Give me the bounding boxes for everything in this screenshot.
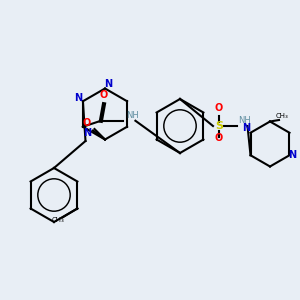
Text: CH₃: CH₃: [52, 217, 64, 223]
Text: CH₃: CH₃: [276, 113, 289, 119]
Text: N: N: [83, 128, 91, 139]
Text: O: O: [83, 118, 91, 128]
Text: O: O: [100, 90, 108, 100]
Text: O: O: [215, 133, 223, 143]
Text: O: O: [215, 103, 223, 113]
Text: NH: NH: [238, 116, 251, 125]
Text: N: N: [104, 79, 112, 89]
Text: N: N: [242, 123, 250, 133]
Text: S: S: [215, 121, 223, 131]
Text: N: N: [288, 150, 296, 160]
Text: N: N: [74, 93, 83, 103]
Text: NH: NH: [126, 111, 139, 120]
